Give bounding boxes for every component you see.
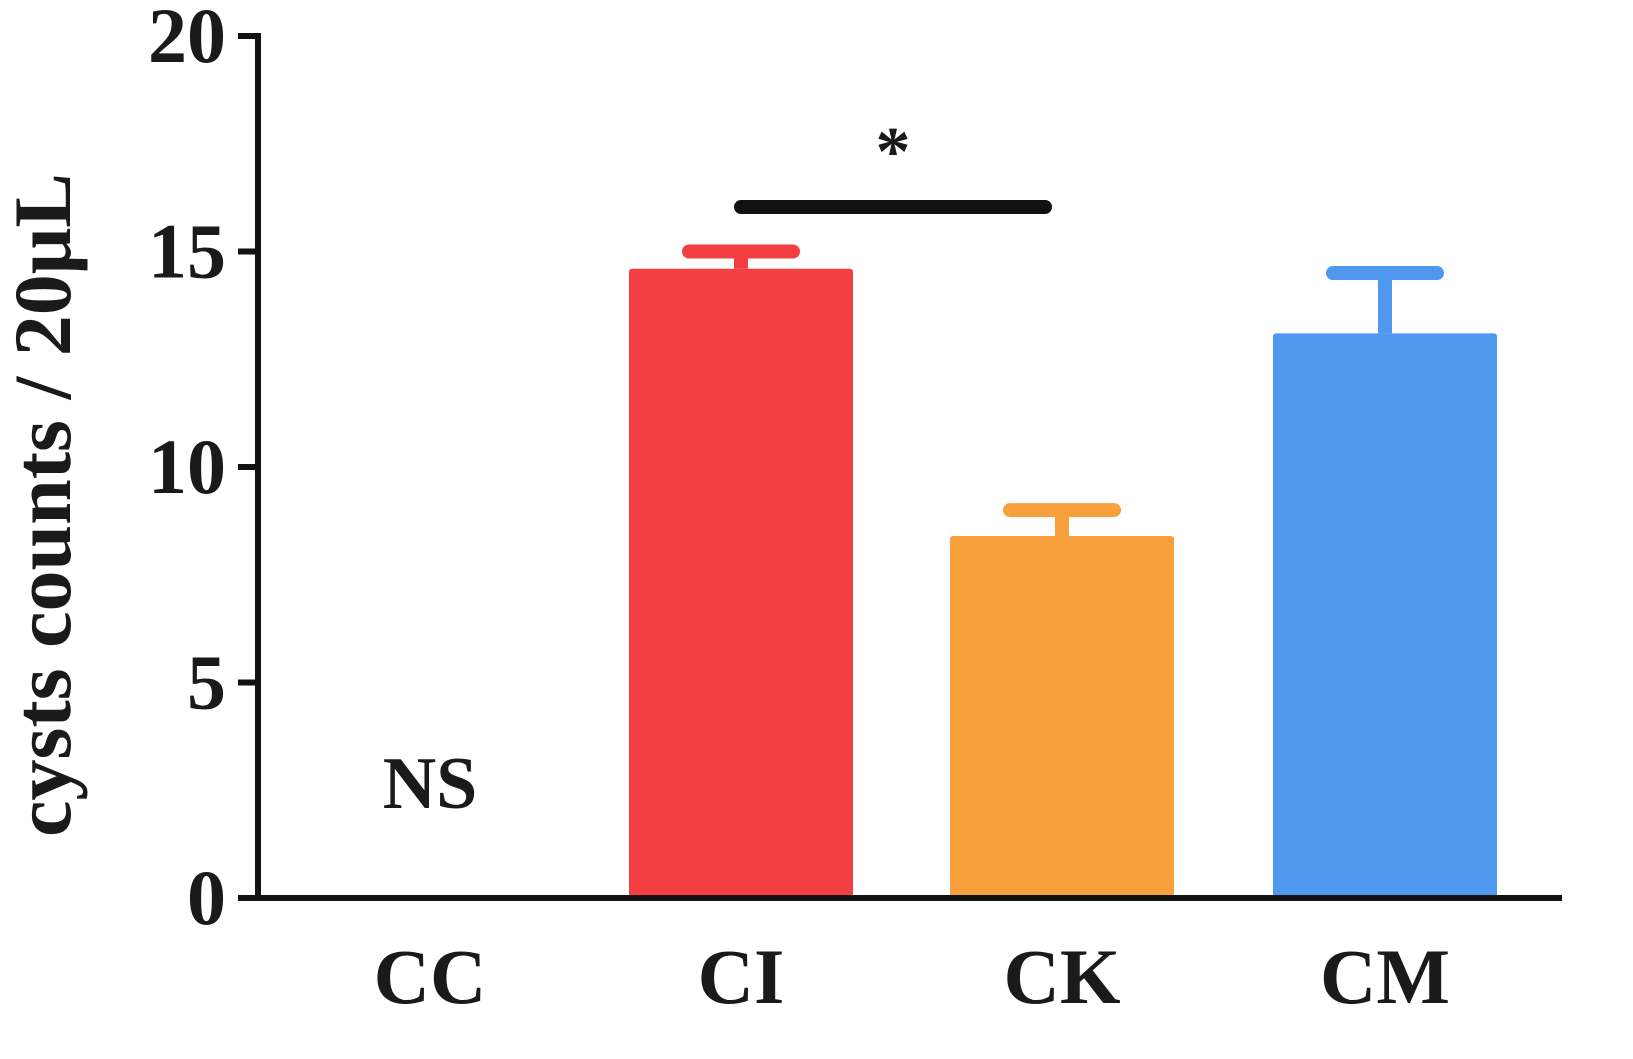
y-tick-label-15: 15 [148,208,226,295]
y-tick-label-5: 5 [187,639,226,726]
annotations-layer: NS * [383,114,1052,825]
error-bars-layer [682,244,1444,536]
labels-layer: CC CI CK CM 0 5 10 15 20 [148,0,1450,1020]
y-tick-label-0: 0 [187,854,226,941]
bars-layer [629,268,1497,898]
axes-layer [238,33,1562,901]
x-tick-label-ck: CK [1004,933,1121,1020]
y-axis-title: cysts counts / 20μL [0,173,88,837]
x-tick-label-cc: CC [374,933,487,1020]
cc-ns-label: NS [383,743,478,825]
x-tick-label-cm: CM [1320,933,1450,1020]
y-tick-label-10: 10 [148,423,226,510]
bar-ci [629,268,853,898]
significance-star: * [876,114,911,191]
x-tick-label-ci: CI [698,933,785,1020]
bar-cm [1273,333,1497,898]
y-tick-label-20: 20 [148,0,226,79]
bar-ck [950,535,1174,898]
